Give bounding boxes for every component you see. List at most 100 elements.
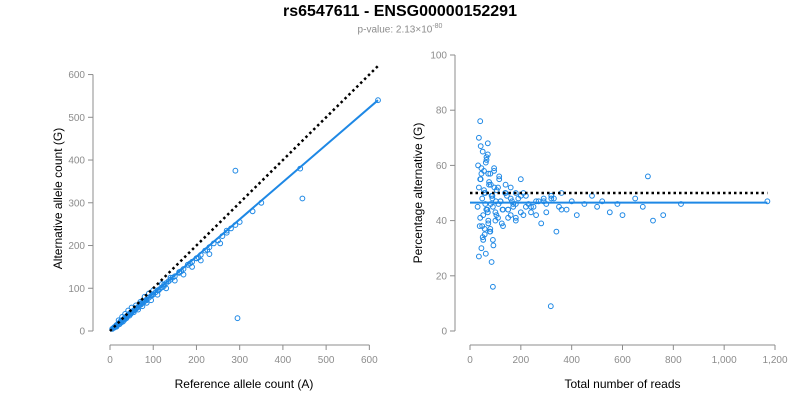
data-point <box>479 234 486 241</box>
data-point <box>492 209 499 216</box>
data-point <box>491 168 498 174</box>
data-point <box>479 195 486 202</box>
x-tick-label: 1,000 <box>712 355 737 366</box>
data-point <box>563 206 570 213</box>
chart-subtitle: p-value: 2.13×10-80 <box>0 23 800 35</box>
x-tick-label: 0 <box>107 355 113 366</box>
data-point <box>493 198 499 205</box>
data-point <box>483 157 490 163</box>
data-point <box>487 228 494 235</box>
data-point <box>475 162 482 169</box>
data-point <box>138 301 145 308</box>
x-tick-label: 400 <box>563 355 580 366</box>
x-tick-label: 200 <box>188 355 205 366</box>
data-point <box>299 195 306 202</box>
y-tick-label: 100 <box>68 284 85 295</box>
y-tick-label: 20 <box>436 271 448 282</box>
data-point <box>551 195 557 202</box>
data-point <box>614 201 621 207</box>
data-point <box>496 173 503 180</box>
data-point <box>477 143 484 150</box>
data-point <box>217 240 224 247</box>
data-point <box>558 206 565 213</box>
data-point <box>639 203 646 210</box>
y-tick-label: 80 <box>436 106 448 117</box>
data-point <box>478 165 485 172</box>
data-point <box>491 184 498 191</box>
y-tick-label: 40 <box>436 216 448 227</box>
data-point <box>499 206 506 213</box>
data-point <box>476 223 483 230</box>
data-point <box>517 209 524 216</box>
data-point <box>535 198 542 205</box>
data-point <box>500 223 506 230</box>
data-point <box>573 212 580 219</box>
data-point <box>517 176 524 183</box>
x-tick-label: 1,200 <box>762 355 787 366</box>
x-tick-label: 600 <box>361 355 378 366</box>
data-point <box>149 292 156 299</box>
data-point <box>485 217 492 224</box>
data-point <box>476 184 482 191</box>
y-tick-label: 100 <box>430 51 447 62</box>
data-point <box>599 198 606 205</box>
data-point <box>509 198 515 205</box>
data-point <box>476 253 482 260</box>
y-axis-label: Percentage alternative (G) <box>411 123 425 264</box>
data-point <box>510 201 517 207</box>
x-tick-label: 0 <box>467 355 473 366</box>
data-point <box>632 195 639 202</box>
data-point <box>476 134 482 141</box>
panel-1: 0 100 200 300 400 500 600 0 100 200 300 400 500 600 Re… <box>51 65 381 391</box>
data-point <box>485 220 492 227</box>
data-point <box>540 195 547 202</box>
data-point <box>474 203 481 210</box>
data-point <box>530 203 537 210</box>
x-tick-label: 500 <box>318 355 335 366</box>
x-axis-label: Total number of reads <box>564 377 680 391</box>
data-point <box>533 212 539 219</box>
data-point <box>490 242 497 249</box>
data-point <box>488 259 495 265</box>
data-point <box>482 159 489 166</box>
data-point <box>490 283 496 290</box>
data-point <box>533 198 539 205</box>
p-value-text: p-value: 2.13×10 <box>357 24 433 36</box>
y-tick-label: 0 <box>79 327 85 338</box>
data-point <box>483 154 490 161</box>
data-point <box>482 250 489 257</box>
fit-line <box>109 99 379 332</box>
data-point <box>481 187 487 194</box>
data-point <box>645 173 651 180</box>
data-point <box>491 165 498 172</box>
data-point <box>490 203 496 210</box>
data-point <box>477 176 484 183</box>
data-point <box>492 217 499 224</box>
x-axis-label: Reference allele count (A) <box>175 377 314 391</box>
p-value-exponent: -80 <box>432 23 443 30</box>
y-tick-label: 500 <box>68 113 85 124</box>
data-point <box>507 184 514 191</box>
data-point <box>507 212 514 219</box>
y-tick-label: 400 <box>68 156 85 167</box>
y-tick-label: 0 <box>441 327 447 338</box>
data-point <box>553 228 560 235</box>
data-point <box>488 192 495 199</box>
data-point <box>478 170 485 177</box>
data-point <box>528 209 534 216</box>
data-point <box>495 184 501 191</box>
data-point <box>486 181 493 188</box>
data-point <box>234 315 241 322</box>
data-point <box>507 195 514 202</box>
data-point <box>496 176 503 183</box>
data-point <box>477 214 484 221</box>
data-point <box>764 198 771 205</box>
data-point <box>538 220 545 227</box>
y-axis-label: Alternative allele count (G) <box>51 128 65 269</box>
data-point <box>480 237 487 243</box>
data-point <box>232 167 239 174</box>
data-point <box>594 203 600 210</box>
data-point <box>523 203 529 210</box>
x-tick-label: 400 <box>275 355 292 366</box>
